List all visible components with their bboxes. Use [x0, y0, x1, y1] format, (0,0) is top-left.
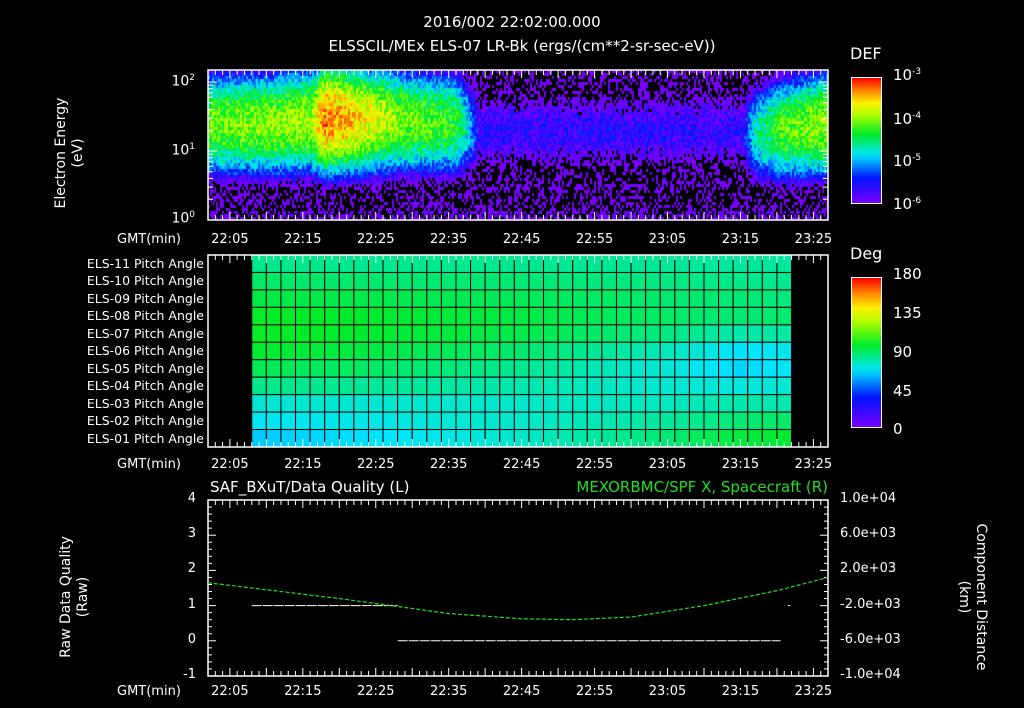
x-tick-label: 22:55 — [575, 232, 614, 247]
spectrogram-frame — [207, 69, 829, 221]
plot-subtitle: ELSSCIL/MEx ELS-07 LR-Bk (ergs/(cm**2-sr… — [328, 37, 716, 55]
cb-tick-45: 45 — [893, 382, 913, 400]
row-label: ELS-09 Pitch Angle — [86, 290, 204, 306]
x-tick-label: 23:25 — [794, 457, 833, 472]
right-series-title: MEXORBMC/SPF X, Spacecraft (R) — [576, 478, 828, 496]
left-y-tick: 3 — [187, 526, 196, 542]
left-y-tick: 4 — [187, 491, 196, 506]
left-y-tick: -1 — [183, 667, 196, 682]
row-label: ELS-10 Pitch Angle — [86, 273, 204, 289]
row-label: ELS-04 Pitch Angle — [86, 378, 204, 394]
energy-spectrogram — [208, 70, 828, 220]
cb-tick-135: 135 — [893, 304, 922, 322]
def-colorbar — [851, 77, 882, 204]
cb-tick-1e-4: 10-4 — [893, 110, 922, 128]
row-label: ELS-07 Pitch Angle — [86, 325, 204, 341]
x-tick-label: 22:25 — [357, 457, 395, 472]
deg-colorbar — [851, 277, 882, 428]
right-y-tick: -6.0e+03 — [840, 631, 901, 647]
cb-tick-0: 0 — [893, 420, 903, 438]
right-y-tick: 1.0e+04 — [840, 491, 897, 506]
x-tick-label: 22:35 — [429, 232, 468, 247]
x-tick-label: 23:05 — [648, 232, 687, 247]
row-label: ELS-11 Pitch Angle — [86, 256, 204, 271]
line-plot-frame — [207, 499, 829, 677]
x-tick-label: 23:25 — [794, 684, 833, 699]
x-tick-label: 22:15 — [284, 684, 322, 699]
x-tick-label: 22:05 — [211, 457, 249, 472]
row-label: ELS-05 Pitch Angle — [86, 360, 204, 376]
row-label: ELS-02 Pitch Angle — [86, 413, 204, 429]
x-tick-label: 22:45 — [502, 457, 541, 472]
cb-tick-1e-6: 10-6 — [893, 195, 922, 213]
x-tick-label: 22:55 — [575, 684, 614, 699]
pitch-angle-frame — [207, 254, 829, 448]
x-tick-label: 22:45 — [502, 232, 541, 247]
right-y-tick: -2.0e+03 — [840, 596, 901, 612]
gmt-label: GMT(min) — [117, 232, 181, 247]
x-tick-label: 23:15 — [721, 457, 760, 472]
x-tick-label: 22:35 — [429, 684, 468, 699]
cb-tick-90: 90 — [893, 343, 913, 361]
x-tick-label: 22:05 — [211, 684, 249, 699]
x-tick-label: 22:15 — [284, 457, 322, 472]
plot-title: 2016/002 22:02:00.000 — [423, 13, 601, 31]
x-tick-label: 22:45 — [502, 684, 541, 699]
x-tick-label: 22:05 — [211, 232, 249, 247]
row-label: ELS-06 Pitch Angle — [86, 343, 204, 359]
x-tick-label: 22:35 — [429, 457, 468, 472]
x-tick-label: 23:25 — [794, 232, 833, 247]
x-tick-label: 23:05 — [648, 457, 687, 472]
left-series-title: SAF_BXuT/Data Quality (L) — [210, 478, 410, 496]
left-y-tick: 2 — [187, 561, 196, 577]
row-label: ELS-08 Pitch Angle — [86, 308, 204, 324]
cb-tick-180: 180 — [893, 265, 922, 283]
y-tick-10: 101 — [171, 142, 195, 159]
row-label: ELS-03 Pitch Angle — [86, 395, 204, 411]
left-y-tick: 1 — [187, 596, 196, 612]
spf-x-distance-line — [207, 576, 829, 621]
x-tick-label: 22:55 — [575, 457, 614, 472]
y-tick-1: 100 — [171, 210, 195, 227]
x-tick-label: 22:25 — [357, 684, 395, 699]
cb-tick-1e-3: 10-3 — [893, 66, 922, 84]
x-tick-label: 23:15 — [721, 232, 760, 247]
y-tick-100: 102 — [171, 73, 195, 90]
right-y-tick: 6.0e+03 — [840, 526, 897, 542]
left-y-tick: 0 — [187, 631, 196, 647]
cb-tick-1e-5: 10-5 — [893, 152, 922, 170]
x-tick-label: 23:15 — [721, 684, 760, 699]
right-y-tick: -1.0e+04 — [840, 667, 901, 682]
left-axis-label: Raw Data Quality (Raw) — [58, 536, 91, 658]
x-tick-label: 22:25 — [357, 232, 395, 247]
row-label: ELS-01 Pitch Angle — [86, 430, 204, 446]
x-tick-label: 23:05 — [648, 684, 687, 699]
right-y-tick: 2.0e+03 — [840, 561, 897, 577]
x-tick-label: 22:15 — [284, 232, 322, 247]
right-axis-label: Component Distance (km) — [956, 523, 989, 671]
deg-colorbar-label: Deg — [850, 244, 883, 263]
gmt-label: GMT(min) — [117, 684, 181, 699]
gmt-label: GMT(min) — [117, 457, 181, 472]
def-colorbar-label: DEF — [850, 44, 882, 63]
